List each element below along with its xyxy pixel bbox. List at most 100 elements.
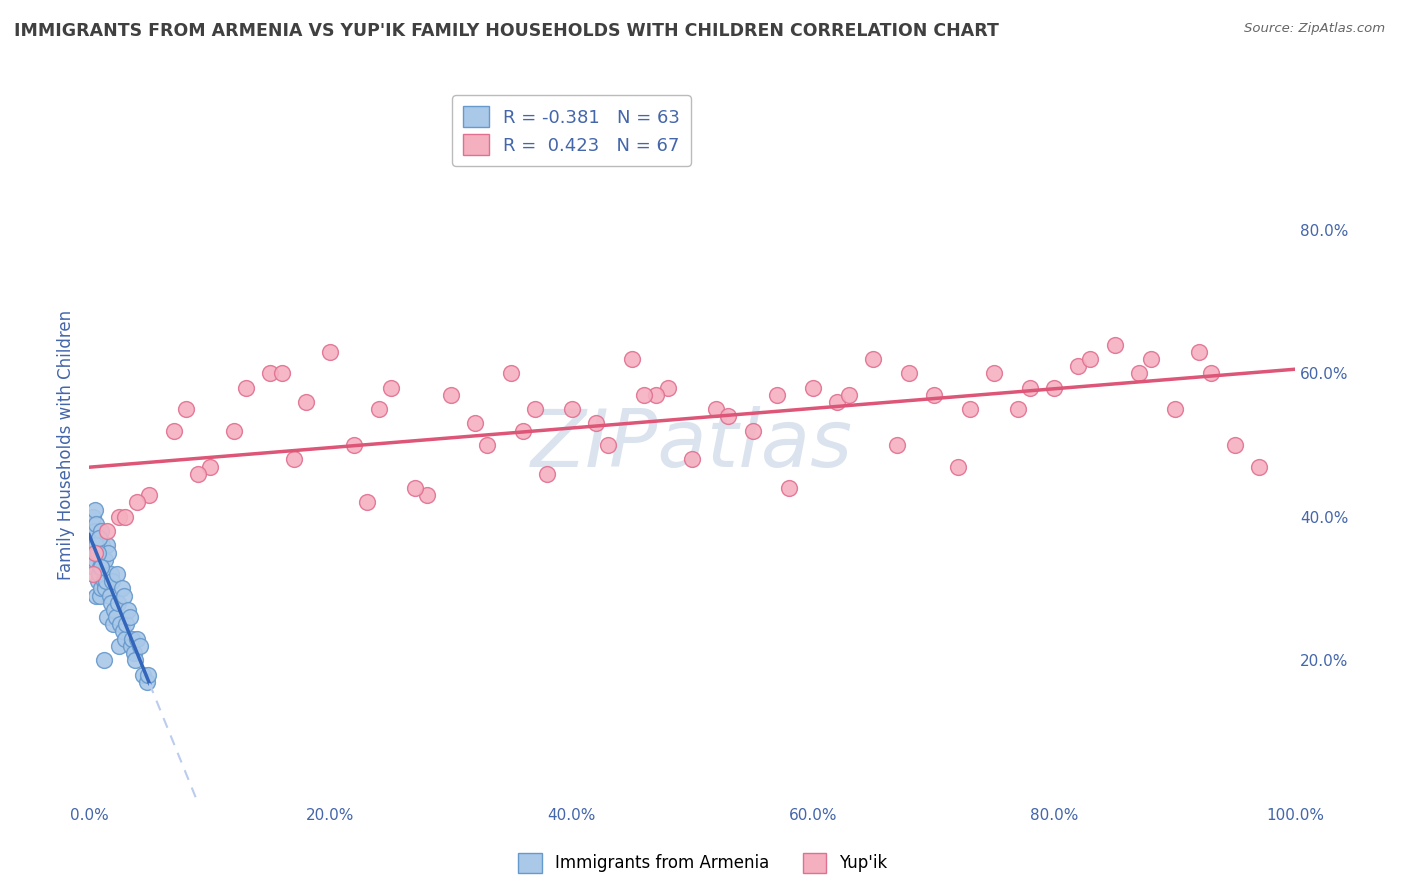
- Point: [86, 545, 108, 559]
- Point: [295, 395, 318, 409]
- Point: [127, 495, 149, 509]
- Point: [120, 639, 142, 653]
- Point: [778, 481, 800, 495]
- Point: [524, 402, 547, 417]
- Point: [101, 574, 124, 589]
- Point: [645, 388, 668, 402]
- Point: [84, 545, 107, 559]
- Point: [319, 344, 342, 359]
- Point: [90, 545, 112, 559]
- Point: [89, 560, 111, 574]
- Point: [108, 509, 131, 524]
- Point: [741, 424, 763, 438]
- Point: [174, 402, 197, 417]
- Point: [90, 560, 112, 574]
- Point: [82, 567, 104, 582]
- Point: [162, 424, 184, 438]
- Point: [367, 402, 389, 417]
- Point: [922, 388, 945, 402]
- Point: [94, 553, 117, 567]
- Point: [416, 488, 439, 502]
- Point: [271, 366, 294, 380]
- Point: [464, 417, 486, 431]
- Point: [801, 381, 824, 395]
- Point: [259, 366, 281, 380]
- Point: [283, 452, 305, 467]
- Point: [114, 632, 136, 646]
- Legend: R = -0.381   N = 63, R =  0.423   N = 67: R = -0.381 N = 63, R = 0.423 N = 67: [453, 95, 690, 166]
- Point: [82, 509, 104, 524]
- Text: ZIPatlas: ZIPatlas: [531, 406, 853, 484]
- Point: [100, 596, 122, 610]
- Point: [87, 567, 110, 582]
- Point: [122, 646, 145, 660]
- Point: [120, 610, 142, 624]
- Point: [1199, 366, 1222, 380]
- Point: [114, 509, 136, 524]
- Point: [681, 452, 703, 467]
- Point: [96, 610, 118, 624]
- Point: [235, 381, 257, 395]
- Point: [222, 424, 245, 438]
- Point: [105, 567, 128, 582]
- Point: [86, 538, 108, 552]
- Point: [717, 409, 740, 424]
- Point: [343, 438, 366, 452]
- Point: [128, 639, 150, 653]
- Point: [87, 531, 110, 545]
- Point: [596, 438, 619, 452]
- Point: [475, 438, 498, 452]
- Point: [1007, 402, 1029, 417]
- Point: [983, 366, 1005, 380]
- Point: [84, 538, 107, 552]
- Point: [111, 582, 134, 596]
- Point: [84, 545, 107, 559]
- Point: [440, 388, 463, 402]
- Point: [198, 459, 221, 474]
- Point: [87, 545, 110, 559]
- Point: [82, 538, 104, 552]
- Point: [1164, 402, 1187, 417]
- Point: [117, 603, 139, 617]
- Point: [585, 417, 607, 431]
- Point: [124, 653, 146, 667]
- Point: [100, 567, 122, 582]
- Point: [512, 424, 534, 438]
- Point: [561, 402, 583, 417]
- Point: [80, 524, 103, 538]
- Point: [633, 388, 655, 402]
- Point: [1128, 366, 1150, 380]
- Point: [1139, 351, 1161, 366]
- Point: [98, 589, 121, 603]
- Point: [94, 574, 117, 589]
- Point: [136, 667, 159, 681]
- Point: [84, 516, 107, 531]
- Point: [838, 388, 860, 402]
- Text: IMMIGRANTS FROM ARMENIA VS YUP'IK FAMILY HOUSEHOLDS WITH CHILDREN CORRELATION CH: IMMIGRANTS FROM ARMENIA VS YUP'IK FAMILY…: [14, 22, 998, 40]
- Point: [96, 538, 118, 552]
- Point: [132, 667, 155, 681]
- Point: [380, 381, 402, 395]
- Point: [115, 617, 138, 632]
- Point: [620, 351, 643, 366]
- Text: Source: ZipAtlas.com: Source: ZipAtlas.com: [1244, 22, 1385, 36]
- Point: [862, 351, 884, 366]
- Point: [97, 545, 120, 559]
- Point: [91, 553, 114, 567]
- Point: [93, 653, 115, 667]
- Point: [404, 481, 426, 495]
- Point: [94, 582, 117, 596]
- Point: [187, 467, 209, 481]
- Point: [127, 632, 149, 646]
- Point: [108, 639, 131, 653]
- Point: [1080, 351, 1102, 366]
- Point: [84, 524, 107, 538]
- Point: [657, 381, 679, 395]
- Point: [87, 531, 110, 545]
- Point: [356, 495, 378, 509]
- Point: [83, 531, 105, 545]
- Point: [886, 438, 908, 452]
- Point: [111, 624, 134, 639]
- Point: [825, 395, 848, 409]
- Point: [138, 488, 160, 502]
